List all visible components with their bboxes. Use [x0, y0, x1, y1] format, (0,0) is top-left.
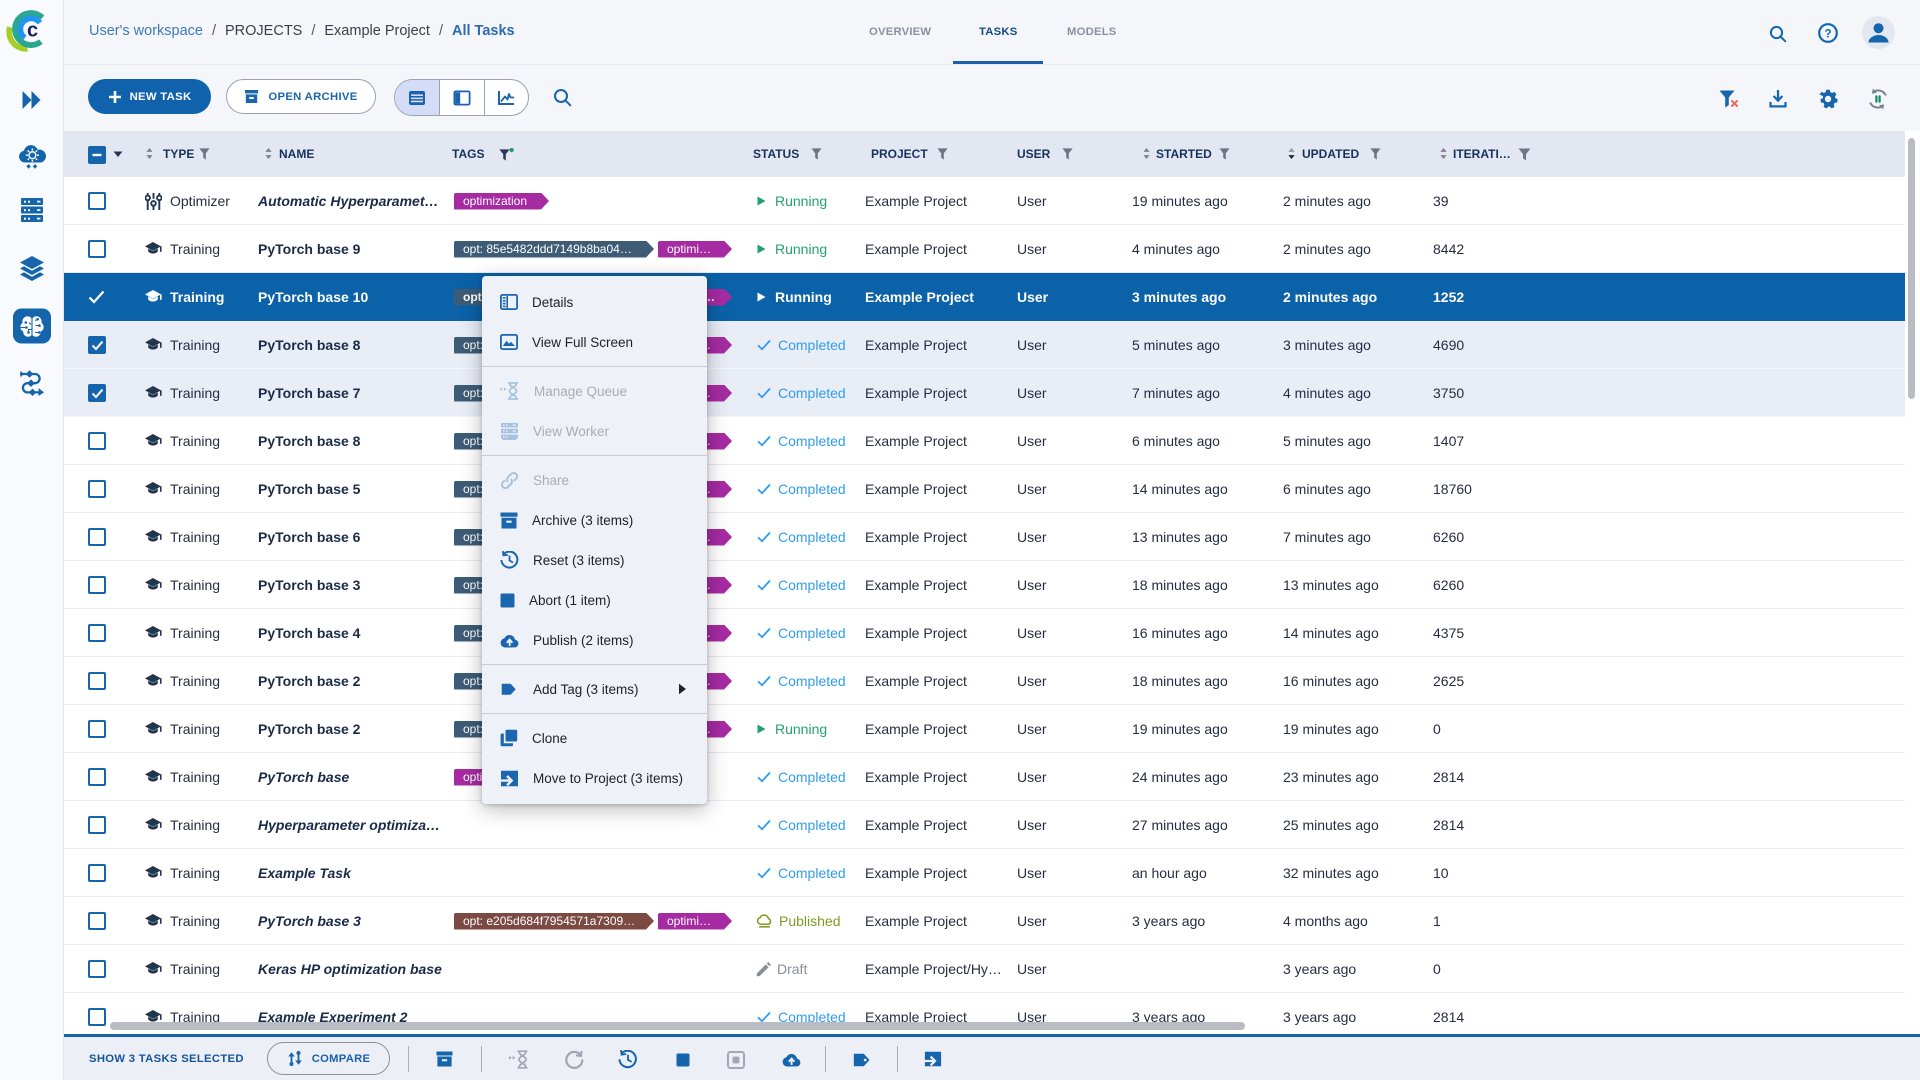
svg-text:c: c — [27, 20, 38, 42]
svg-text:?: ? — [1824, 28, 1831, 40]
